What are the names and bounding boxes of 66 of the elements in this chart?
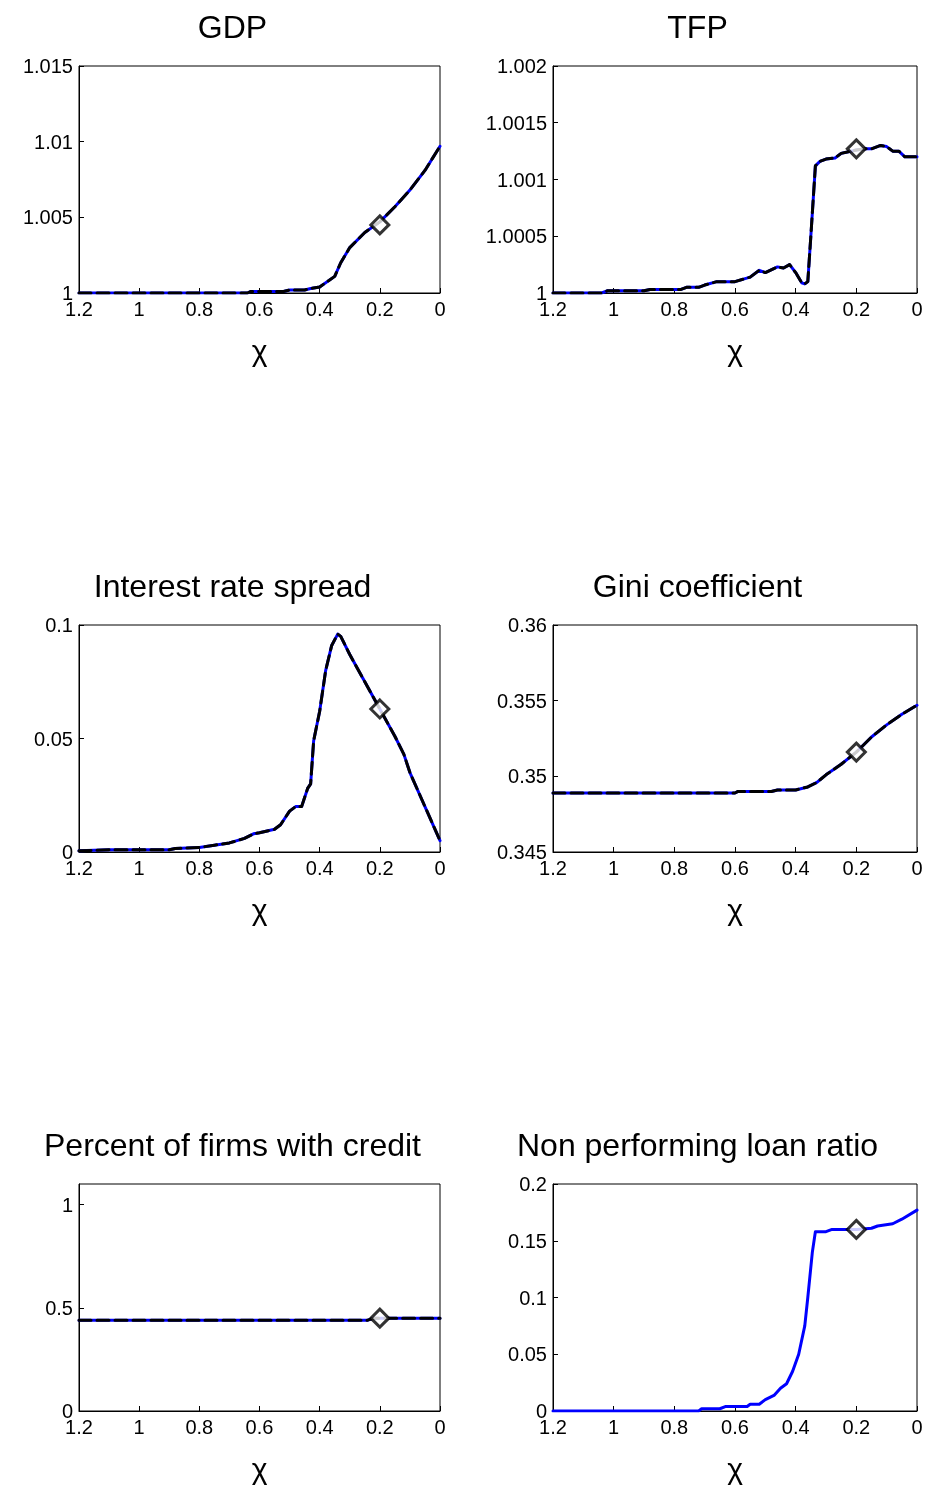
x-tick-label: 0 xyxy=(911,298,923,320)
x-tick-label: 0.6 xyxy=(721,1416,749,1438)
x-tick-label: 0 xyxy=(911,1416,923,1438)
chart-title: Gini coefficient xyxy=(592,568,803,604)
y-tick-label: 1.01 xyxy=(34,130,73,153)
x-tick-label: 0.8 xyxy=(660,1416,689,1438)
y-tick-label: 0.35 xyxy=(508,765,547,788)
x-tick-label: 0.2 xyxy=(842,1416,871,1438)
x-tick-label: 1 xyxy=(133,298,145,320)
x-tick-label: 1 xyxy=(608,1416,620,1438)
x-tick-label: 0.4 xyxy=(305,857,334,879)
chart-title: Interest rate spread xyxy=(93,568,372,604)
chart-title: GDP xyxy=(197,9,268,45)
chart-title: TFP xyxy=(667,9,728,45)
x-tick-label: 0.4 xyxy=(781,298,810,320)
x-tick-label: 0.4 xyxy=(781,1416,810,1438)
chart-title: Percent of firms with credit xyxy=(44,1127,422,1163)
x-tick-label: 0.6 xyxy=(721,298,749,320)
y-tick-label: 0.05 xyxy=(508,1343,547,1366)
x-axis-title: χ xyxy=(727,333,744,367)
x-tick-label: 1 xyxy=(133,857,145,879)
x-tick-label: 0 xyxy=(434,298,446,320)
x-tick-label: 0 xyxy=(434,857,446,879)
x-axis-title: χ xyxy=(251,1451,268,1485)
y-tick-label: 1 xyxy=(61,1193,73,1216)
x-tick-label: 0.2 xyxy=(365,857,394,879)
x-tick-label: 0.2 xyxy=(365,1416,394,1438)
x-tick-label: 0.8 xyxy=(185,857,214,879)
x-axis-title: χ xyxy=(251,333,268,367)
x-tick-label: 0.2 xyxy=(365,298,394,320)
x-tick-label: 1 xyxy=(608,857,620,879)
y-tick-label: 1.015 xyxy=(22,55,73,77)
y-tick-label: 1.0005 xyxy=(485,225,547,248)
x-axis-title: χ xyxy=(727,1451,744,1485)
x-tick-label: 1 xyxy=(608,298,620,320)
x-tick-label: 0.8 xyxy=(185,298,214,320)
x-tick-label: 0.4 xyxy=(305,1416,334,1438)
x-tick-label: 0.8 xyxy=(660,857,689,879)
y-tick-label: 0.1 xyxy=(519,1286,547,1309)
x-tick-label: 0.8 xyxy=(660,298,689,320)
y-tick-label: 1.002 xyxy=(496,55,547,77)
y-tick-label: 0.5 xyxy=(45,1296,73,1319)
y-tick-label: 1.0015 xyxy=(485,111,547,134)
x-tick-label: 0.6 xyxy=(245,298,274,320)
x-tick-label: 0 xyxy=(434,1416,446,1438)
y-tick-label: 0.36 xyxy=(508,614,547,636)
y-tick-label: 0.15 xyxy=(508,1229,547,1252)
x-axis-title: χ xyxy=(251,892,268,926)
y-tick-label: 1.005 xyxy=(22,206,73,229)
x-tick-label: 1 xyxy=(133,1416,145,1438)
x-tick-label: 0.2 xyxy=(842,298,871,320)
x-tick-label: 0.6 xyxy=(245,857,274,879)
y-tick-label: 1.001 xyxy=(496,168,547,191)
y-tick-label: 0.355 xyxy=(496,689,547,712)
x-tick-label: 0.2 xyxy=(842,857,871,879)
x-tick-label: 0 xyxy=(911,857,923,879)
x-tick-label: 0.4 xyxy=(305,298,334,320)
y-tick-label: 0.2 xyxy=(519,1173,547,1195)
y-tick-label: 0.1 xyxy=(45,614,73,636)
x-axis-title: χ xyxy=(727,892,744,926)
x-tick-label: 0.6 xyxy=(245,1416,274,1438)
y-tick-label: 0.05 xyxy=(34,727,73,750)
x-tick-label: 0.4 xyxy=(781,857,810,879)
chart-title: Non performing loan ratio xyxy=(516,1127,879,1163)
x-tick-label: 0.8 xyxy=(185,1416,214,1438)
x-tick-label: 0.6 xyxy=(721,857,749,879)
